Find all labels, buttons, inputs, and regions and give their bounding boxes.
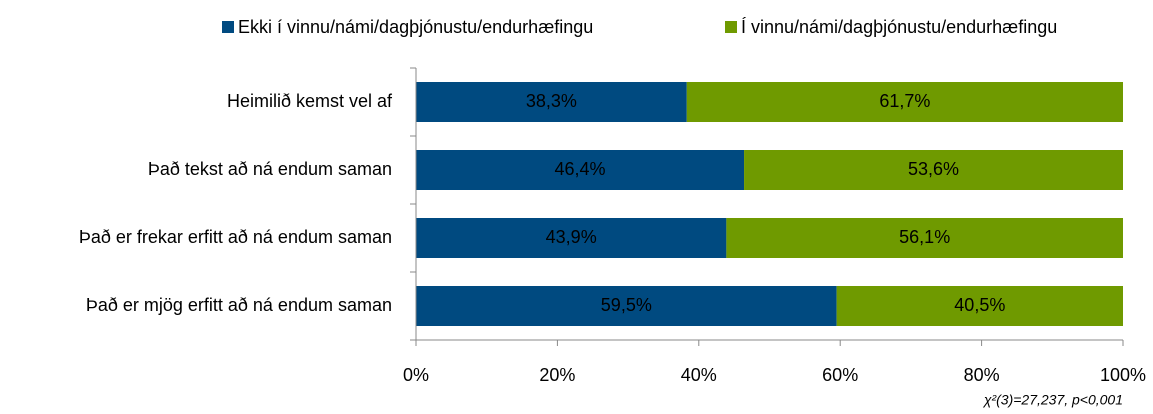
- data-label: 43,9%: [546, 227, 597, 247]
- x-tick-label: 80%: [964, 365, 1000, 385]
- data-label: 38,3%: [526, 91, 577, 111]
- legend-swatch: [725, 21, 737, 33]
- bar-segment: [416, 150, 745, 190]
- bar-segment: [416, 286, 837, 326]
- x-tick-label: 20%: [539, 365, 575, 385]
- x-tick-label: 100%: [1100, 365, 1146, 385]
- legend-label: Í vinnu/námi/dagþjónustu/endurhæfingu: [741, 17, 1057, 37]
- x-tick-label: 40%: [681, 365, 717, 385]
- bar-segment: [416, 218, 727, 258]
- data-label: 46,4%: [555, 159, 606, 179]
- data-label: 61,7%: [879, 91, 930, 111]
- bar-segment: [416, 82, 687, 122]
- x-tick-label: 0%: [403, 365, 429, 385]
- data-label: 53,6%: [908, 159, 959, 179]
- data-label: 56,1%: [899, 227, 950, 247]
- y-tick-label: Það tekst að ná endum saman: [148, 159, 392, 179]
- x-tick-label: 60%: [822, 365, 858, 385]
- y-tick-label: Heimilið kemst vel af: [227, 91, 393, 111]
- bar-segment: [686, 82, 1123, 122]
- data-label: 59,5%: [601, 295, 652, 315]
- data-label: 40,5%: [954, 295, 1005, 315]
- annotation: χ²(3)=27,237, p<0,001: [982, 392, 1123, 408]
- legend-swatch: [222, 21, 234, 33]
- y-tick-label: Það er frekar erfitt að ná endum saman: [79, 227, 392, 247]
- bar-segment: [836, 286, 1123, 326]
- y-tick-label: Það er mjög erfitt að ná endum saman: [86, 295, 392, 315]
- bar-segment: [726, 218, 1123, 258]
- bar-segment: [744, 150, 1123, 190]
- legend-label: Ekki í vinnu/námi/dagþjónustu/endurhæfin…: [238, 17, 593, 37]
